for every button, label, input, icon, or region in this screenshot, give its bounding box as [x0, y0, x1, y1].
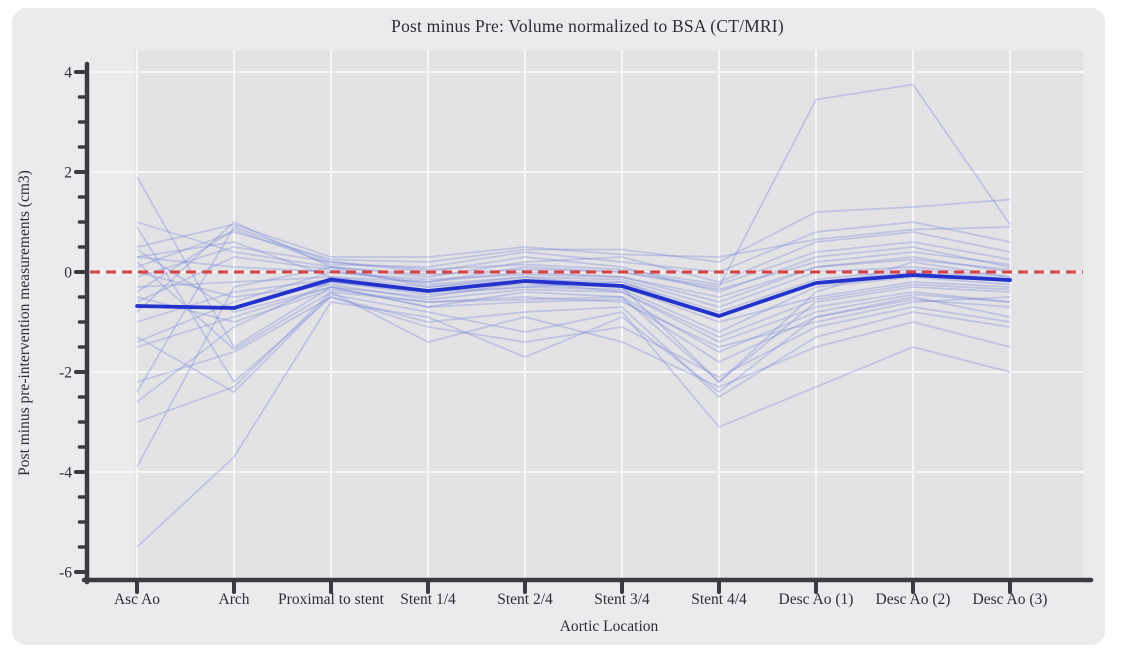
patient-line: [136, 83, 1011, 288]
x-tick-label: Proximal to stent: [278, 591, 385, 608]
x-tick-label: Stent 1/4: [400, 591, 456, 608]
x-tick-label: Arch: [219, 591, 250, 608]
x-axis-title: Aortic Location: [559, 618, 659, 635]
patient-line: [136, 256, 1011, 343]
y-tick-label: 2: [64, 165, 72, 182]
patient-line: [136, 271, 1011, 338]
patient-line: [136, 176, 1011, 348]
y-axis-title: Post minus pre-intervention measurements…: [16, 170, 33, 476]
y-tick-label: -4: [59, 465, 72, 482]
plot-area: [135, 50, 1083, 580]
patient-line: [136, 223, 1011, 258]
patient-line: [136, 278, 1011, 323]
patient-line: [136, 221, 1011, 293]
x-tick-label: Stent 4/4: [691, 591, 747, 608]
patient-line: [136, 288, 1011, 353]
patient-line: [136, 226, 1011, 393]
patient-line: [136, 248, 1011, 363]
patient-line: [136, 198, 1011, 268]
patient-line: [136, 286, 1011, 383]
x-tick-label: Desc Ao (2): [876, 591, 951, 608]
patient-line: [136, 293, 1011, 428]
patient-line: [136, 268, 1011, 313]
y-tick-label: -2: [59, 365, 72, 382]
patient-line: [136, 291, 1011, 423]
y-tick-label: 0: [64, 265, 72, 282]
x-tick-label: Stent 3/4: [594, 591, 650, 608]
patient-line: [136, 256, 1011, 308]
chart-title: Post minus Pre: Volume normalized to BSA…: [391, 16, 784, 36]
x-tick-label: Stent 2/4: [497, 591, 553, 608]
y-tick-label: 4: [64, 65, 72, 82]
patient-line: [136, 296, 1011, 548]
x-tick-label: Desc Ao (1): [779, 591, 854, 608]
patient-line: [136, 256, 1011, 298]
y-tick-label: -6: [59, 565, 72, 582]
x-tick-label: Desc Ao (3): [973, 591, 1048, 608]
patient-line: [136, 221, 1011, 313]
patient-line: [136, 241, 1011, 286]
x-tick-label: Asc Ao: [114, 591, 160, 608]
mean-line: [135, 273, 1012, 318]
patient-line: [136, 296, 1011, 398]
patient-line: [136, 226, 1011, 383]
patient-line: [136, 261, 1011, 388]
